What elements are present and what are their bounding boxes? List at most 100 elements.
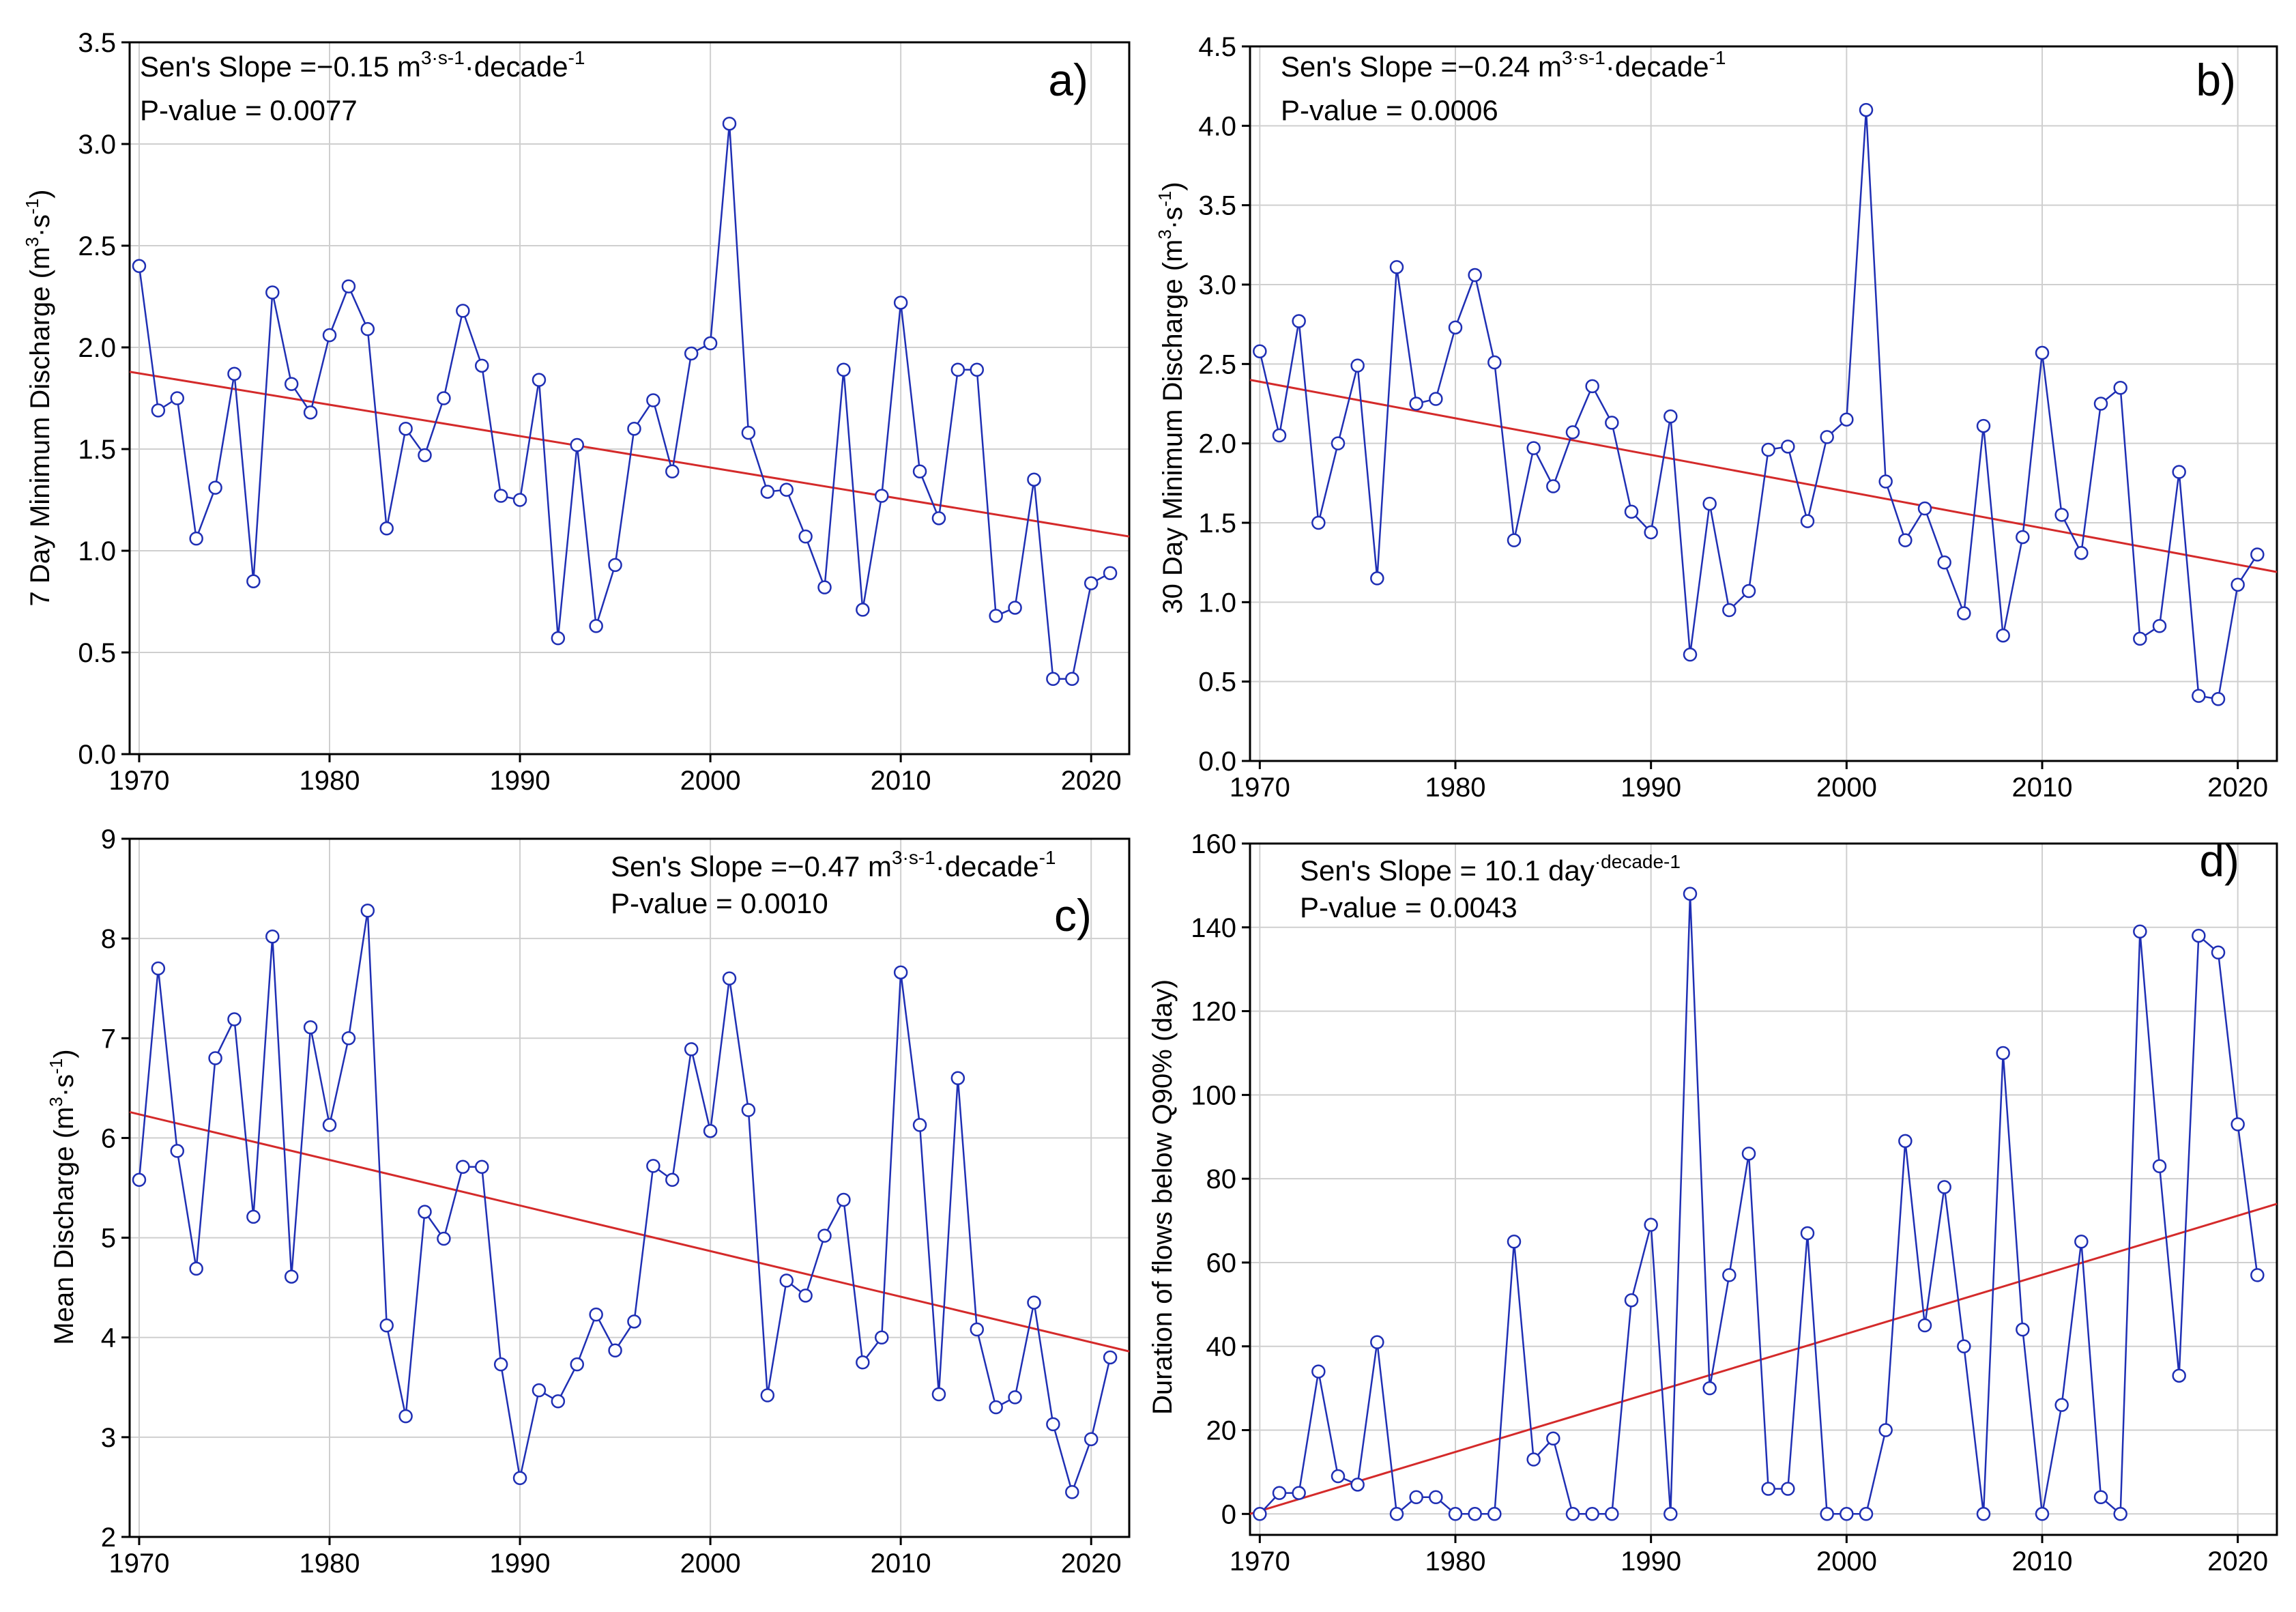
data-point xyxy=(189,531,203,546)
y-tick-label: 1.5 xyxy=(1198,508,1236,538)
data-point xyxy=(1468,1507,1482,1521)
y-axis-label: Duration of flows below Q90% (day) xyxy=(1148,979,1178,1415)
data-point xyxy=(646,1159,660,1173)
data-point xyxy=(1624,504,1639,519)
y-tick-label: 1.0 xyxy=(1198,588,1236,618)
data-point xyxy=(1027,1295,1041,1310)
data-point xyxy=(2250,547,2265,562)
data-point xyxy=(1507,533,1522,547)
data-point xyxy=(874,489,889,503)
data-point xyxy=(1741,1147,1756,1161)
sens-slope-trend-line xyxy=(1249,379,2278,573)
series-line xyxy=(138,124,1111,680)
data-point xyxy=(1605,416,1619,430)
data-point xyxy=(912,1118,927,1132)
data-point xyxy=(1957,606,1971,620)
data-point xyxy=(1103,566,1118,581)
data-point xyxy=(474,1160,489,1175)
data-point xyxy=(1957,1339,1971,1353)
data-point xyxy=(2093,1490,2108,1504)
data-point xyxy=(246,574,261,588)
data-point xyxy=(684,1042,699,1056)
x-tick-label: 1980 xyxy=(1425,773,1486,803)
data-point xyxy=(1840,1507,1854,1521)
data-point xyxy=(303,1020,318,1035)
data-point xyxy=(1008,1390,1022,1405)
data-point xyxy=(2230,577,2245,592)
data-point xyxy=(1331,1469,1346,1484)
data-point xyxy=(1722,1268,1736,1282)
series-line xyxy=(138,910,1111,1495)
data-point xyxy=(665,464,680,479)
plot-frame xyxy=(128,41,1131,755)
data-point xyxy=(2230,1117,2245,1132)
data-point xyxy=(722,971,737,985)
data-point xyxy=(931,511,946,526)
data-point xyxy=(1781,440,1795,454)
data-point xyxy=(512,493,527,507)
data-point xyxy=(1487,1507,1502,1521)
data-point xyxy=(2211,692,2226,706)
data-point xyxy=(1702,496,1717,511)
data-point xyxy=(1253,1507,1267,1521)
data-point xyxy=(856,1355,870,1370)
data-point xyxy=(1761,1482,1775,1496)
chart-duration-below-q90: 1970 1980 1990 2000 2010 2020 0 20 40 60 80 100 120 1… xyxy=(1148,829,2278,1577)
y-tick-label: 1.5 xyxy=(78,435,116,465)
x-tick-label: 2020 xyxy=(2207,1546,2268,1577)
p-value-annotation: P-value = 0.0006 xyxy=(1281,94,1498,126)
x-tick-label: 1970 xyxy=(1230,1546,1290,1577)
x-tick-label: 2000 xyxy=(680,1549,741,1579)
x-tick-label: 1980 xyxy=(300,1549,360,1579)
data-point xyxy=(1605,1507,1619,1521)
y-tick-label: 0.5 xyxy=(1198,667,1236,697)
data-point xyxy=(931,1387,946,1402)
data-point xyxy=(837,1192,851,1207)
data-point xyxy=(208,480,222,495)
data-point xyxy=(170,391,185,405)
data-point xyxy=(1409,1490,1423,1504)
sens-slope-trend-line xyxy=(129,371,1130,538)
data-point xyxy=(2152,618,2167,633)
data-point xyxy=(379,521,394,536)
data-point xyxy=(970,1322,985,1337)
data-point xyxy=(1996,628,2010,643)
y-axis-label: 30 Day Minimum Discharge (m3·s-1) xyxy=(1154,182,1188,614)
data-point xyxy=(2133,924,2147,939)
y-tick-label: 1.0 xyxy=(78,536,116,566)
data-point xyxy=(227,366,242,381)
data-point xyxy=(1859,102,1874,117)
y-tick-label: 7 xyxy=(101,1024,116,1054)
sens-slope-trend-line xyxy=(129,1110,1130,1353)
data-point xyxy=(2192,928,2206,943)
data-point xyxy=(2113,1507,2127,1521)
y-tick-label: 6 xyxy=(101,1123,116,1153)
data-point xyxy=(817,1228,832,1243)
data-point xyxy=(398,1409,413,1424)
data-point xyxy=(1722,603,1736,618)
data-point xyxy=(1526,441,1541,455)
data-point xyxy=(684,346,699,361)
data-point xyxy=(551,1394,566,1409)
data-point xyxy=(1526,1452,1541,1467)
x-tick-label: 2000 xyxy=(1816,1546,1877,1577)
x-tick-label: 1990 xyxy=(490,766,551,796)
data-point xyxy=(360,321,375,336)
data-point xyxy=(1409,397,1423,411)
data-point xyxy=(1370,571,1384,586)
data-point xyxy=(2192,689,2206,703)
data-point xyxy=(1663,409,1678,424)
data-point xyxy=(760,485,775,499)
data-point xyxy=(1103,1350,1118,1365)
data-point xyxy=(456,1160,470,1175)
y-tick-label: 3.5 xyxy=(1198,191,1236,221)
data-point xyxy=(1702,1381,1717,1396)
y-tick-label: 2.5 xyxy=(78,231,116,261)
data-point xyxy=(2035,1507,2050,1521)
data-point xyxy=(1741,584,1756,599)
data-point xyxy=(760,1388,775,1402)
x-tick-label: 2010 xyxy=(871,1549,931,1579)
data-point xyxy=(1429,392,1443,406)
y-tick-label: 3.0 xyxy=(78,130,116,160)
data-point xyxy=(1487,355,1502,370)
